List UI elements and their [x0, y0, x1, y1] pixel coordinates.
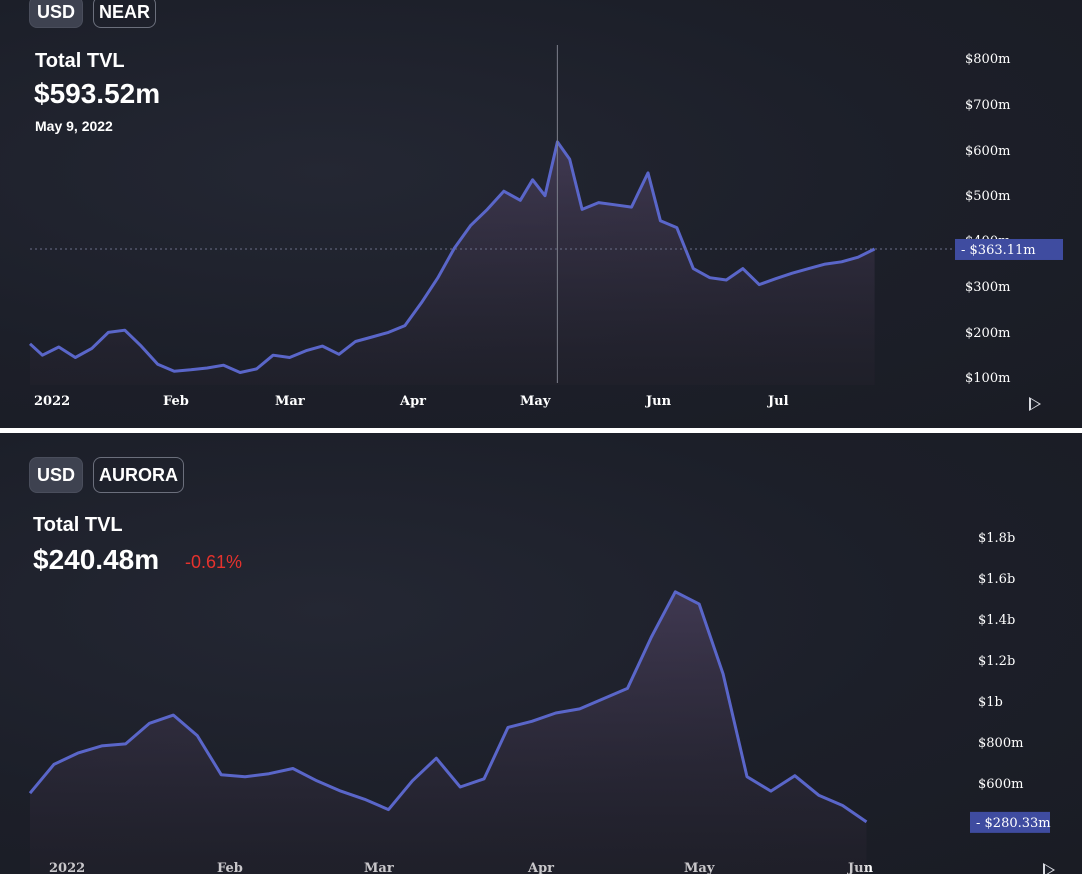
tvl-date: May 9, 2022 — [35, 118, 113, 134]
x-tick-label: Feb — [163, 394, 189, 409]
tvl-area — [30, 141, 875, 385]
x-tick-label: Jun — [645, 394, 672, 409]
y-tick-label: $700m — [965, 98, 1010, 113]
near-tvl-chart[interactable]: $100m$200m$300m$400m$500m$600m$700m$800m… — [0, 0, 1082, 428]
svg-text:- $363.11m: - $363.11m — [961, 243, 1036, 258]
y-tick-label: $1.8b — [978, 531, 1015, 546]
tvl-label: Total TVL — [35, 50, 125, 72]
x-tick-label: 2022 — [34, 394, 70, 409]
aurora-tvl-panel: USD AURORA Total TVL $240.48m -0.61% $40… — [0, 433, 1082, 874]
currency-usd-button[interactable]: USD — [29, 457, 83, 493]
y-tick-label: $200m — [965, 326, 1010, 341]
y-tick-label: $300m — [965, 280, 1010, 295]
tvl-area — [30, 591, 867, 874]
x-tick-label: Mar — [275, 394, 305, 409]
play-icon[interactable] — [1029, 397, 1041, 411]
current-price-tag: - $363.11m — [955, 238, 1063, 260]
current-price-tag: - $280.33m — [970, 811, 1051, 833]
y-tick-label: $600m — [978, 777, 1023, 792]
near-tvl-panel: USD NEAR Total TVL $593.52m May 9, 2022 … — [0, 0, 1082, 428]
x-tick-label: Apr — [399, 394, 426, 409]
y-tick-label: $500m — [965, 189, 1010, 204]
chain-aurora-button[interactable]: AURORA — [93, 457, 184, 493]
svg-text:- $280.33m: - $280.33m — [976, 816, 1051, 831]
currency-usd-button[interactable]: USD — [29, 0, 83, 28]
x-tick-label: May — [520, 394, 551, 409]
tvl-value: $240.48m — [33, 544, 160, 575]
y-tick-label: $600m — [965, 144, 1010, 159]
tvl-label: Total TVL — [33, 514, 123, 536]
play-icon[interactable] — [1043, 863, 1055, 874]
tvl-line — [28, 590, 868, 824]
y-tick-label: $1b — [978, 695, 1003, 710]
tvl-line — [28, 140, 876, 374]
y-tick-label: $1.2b — [978, 654, 1015, 669]
y-tick-label: $800m — [978, 736, 1023, 751]
y-tick-label: $1.4b — [978, 613, 1015, 628]
chain-near-button[interactable]: NEAR — [93, 0, 156, 28]
y-tick-label: $1.6b — [978, 572, 1015, 587]
tvl-value: $593.52m — [34, 78, 161, 109]
aurora-tvl-chart[interactable]: $400m$600m$800m$1b$1.2b$1.4b$1.6b$1.8b20… — [0, 433, 1082, 874]
y-tick-label: $800m — [965, 52, 1010, 67]
y-tick-label: $100m — [965, 371, 1010, 386]
x-tick-label: Jul — [767, 394, 789, 409]
tvl-change: -0.61% — [185, 552, 243, 572]
